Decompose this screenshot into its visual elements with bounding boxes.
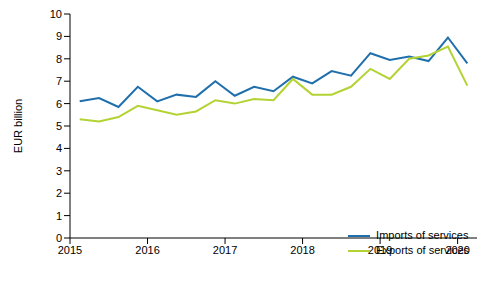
svg-text:2018: 2018 [290,244,314,256]
svg-text:2015: 2015 [58,244,82,256]
svg-text:8: 8 [56,53,62,65]
svg-text:2: 2 [56,187,62,199]
svg-text:5: 5 [56,120,62,132]
svg-text:6: 6 [56,98,62,110]
svg-text:9: 9 [56,30,62,42]
svg-text:EUR billion: EUR billion [12,99,24,153]
svg-text:0: 0 [56,232,62,244]
svg-text:2016: 2016 [135,244,159,256]
svg-text:2017: 2017 [213,244,237,256]
svg-text:2020: 2020 [445,244,469,256]
svg-text:1: 1 [56,210,62,222]
svg-text:3: 3 [56,165,62,177]
svg-text:10: 10 [50,8,62,20]
svg-text:7: 7 [56,75,62,87]
svg-text:2019: 2019 [368,244,392,256]
svg-text:4: 4 [56,142,62,154]
